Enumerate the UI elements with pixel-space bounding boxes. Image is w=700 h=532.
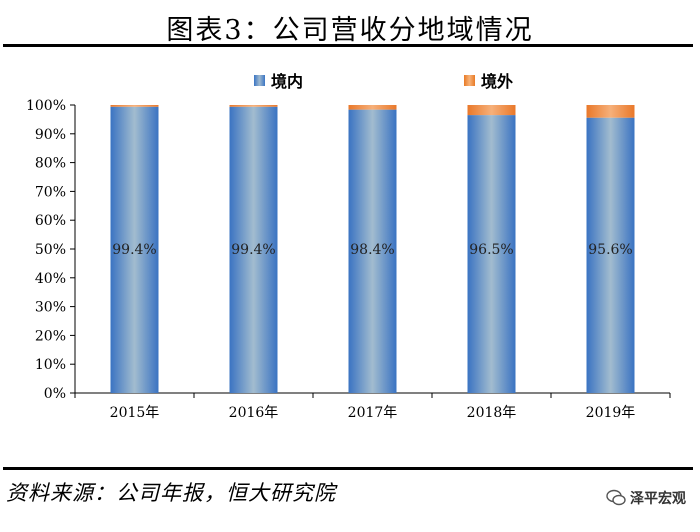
data-label-domestic: 99.4%	[112, 242, 156, 258]
y-tick-label: 20%	[35, 328, 66, 344]
legend-swatch-domestic	[254, 74, 265, 86]
bar-domestic-2019年	[586, 117, 635, 393]
bar-domestic-2017年	[348, 109, 397, 393]
bar-overseas-2019年	[586, 105, 635, 118]
bar-overseas-2015年	[110, 105, 159, 107]
y-tick-label: 0%	[44, 386, 66, 402]
bar-overseas-2016年	[229, 105, 278, 107]
y-tick-label: 100%	[26, 98, 66, 114]
legend-swatch-overseas	[464, 74, 475, 86]
bar-overseas-2018年	[467, 105, 516, 116]
bar-overseas-2017年	[348, 105, 397, 110]
wechat-icon	[606, 489, 626, 506]
y-tick-label: 30%	[35, 300, 66, 316]
watermark-text: 泽平宏观	[630, 491, 686, 507]
x-tick-label: 2018年	[467, 405, 517, 421]
data-label-domestic: 99.4%	[231, 242, 275, 258]
legend-item-overseas: 境外	[464, 68, 513, 92]
y-tick-label: 70%	[35, 184, 66, 200]
y-tick-label: 60%	[35, 213, 66, 229]
title-divider	[3, 44, 693, 47]
data-label-domestic: 98.4%	[350, 242, 394, 258]
x-tick-label: 2017年	[348, 405, 398, 421]
y-tick-label: 90%	[35, 127, 66, 143]
stacked-bar-chart: 0% 10% 20% 30% 40% 50% 60% 70% 80% 90% 100% 99.4% 2…	[26, 98, 671, 421]
y-tick-label: 10%	[35, 357, 66, 373]
footer-divider	[3, 467, 693, 470]
bar-domestic-2018年	[467, 115, 516, 393]
legend-label-domestic: 境内	[271, 72, 304, 91]
legend-item-domestic: 境内	[254, 68, 303, 92]
y-tick-label: 40%	[35, 271, 66, 287]
x-tick-label: 2015年	[110, 405, 160, 421]
data-label-domestic: 95.6%	[588, 242, 632, 258]
source-note: 资料来源：公司年报，恒大研究院	[6, 481, 336, 505]
y-tick-label: 50%	[35, 242, 66, 258]
data-label-domestic: 96.5%	[469, 242, 513, 258]
watermark: 泽平宏观	[606, 488, 686, 508]
bar-domestic-2015年	[110, 106, 159, 393]
x-tick-label: 2016年	[229, 405, 279, 421]
legend-label-overseas: 境外	[481, 72, 514, 91]
x-tick-label: 2019年	[586, 405, 636, 421]
chart-legend: 境内 境外	[0, 68, 700, 92]
page-title: 图表3：公司营收分地域情况	[166, 15, 534, 46]
bar-domestic-2016年	[229, 106, 278, 393]
y-tick-label: 80%	[35, 156, 66, 172]
